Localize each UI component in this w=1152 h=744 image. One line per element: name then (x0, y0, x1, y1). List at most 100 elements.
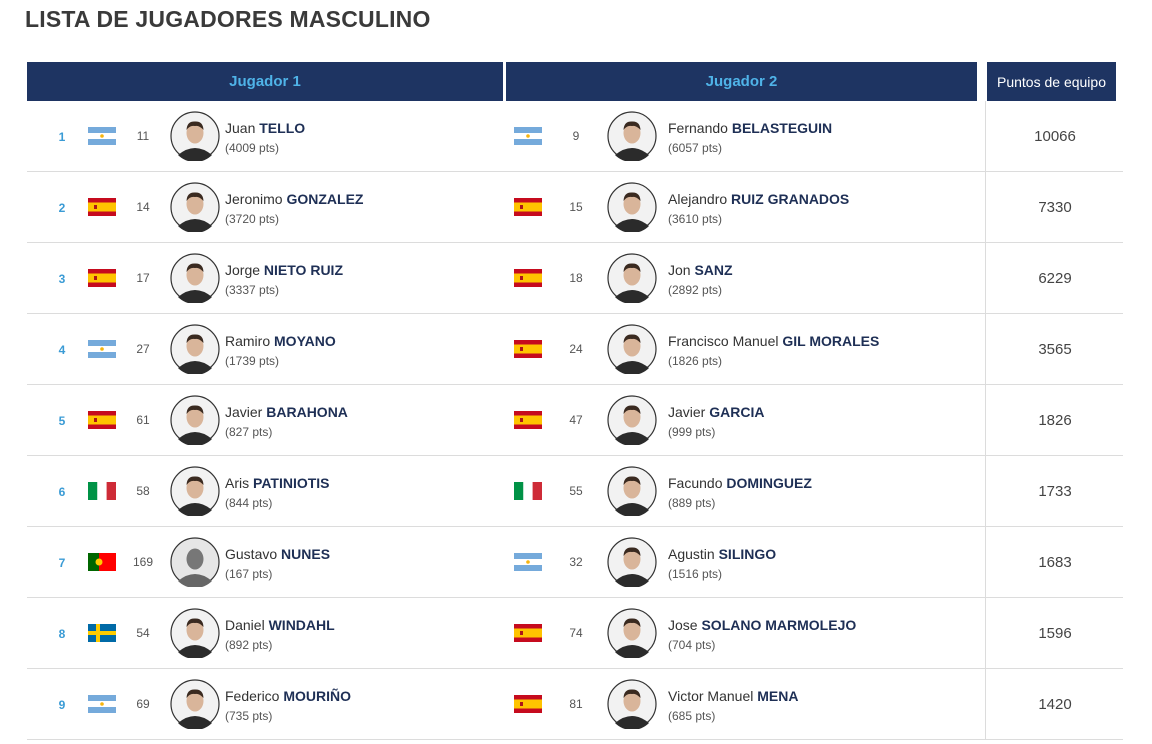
flag-icon (88, 553, 116, 571)
row-number: 7 (58, 556, 66, 570)
avatar (607, 253, 657, 305)
first-name: Victor Manuel (668, 688, 754, 704)
first-name: Ramiro (225, 333, 271, 349)
player-rank: 24 (569, 342, 583, 356)
table-row: 2 14 Jeronimo GONZALEZ (3720 pts) 15 Alejan… (27, 172, 1123, 243)
first-name: Jon (668, 262, 691, 278)
row-number: 8 (58, 627, 66, 641)
avatar-image (607, 253, 657, 305)
flag-icon (514, 127, 542, 145)
player-rank: 47 (569, 413, 583, 427)
player-points: (892 pts) (225, 638, 273, 652)
avatar (170, 395, 220, 447)
avatar-image (170, 253, 220, 305)
flag (514, 127, 542, 145)
team-points: 1420 (1038, 696, 1072, 713)
flag (514, 198, 542, 216)
last-name: MENA (757, 688, 799, 704)
column-header: Jugador 1 (27, 62, 503, 101)
last-name: SILINGO (718, 546, 777, 562)
player-name: Ramiro MOYANO (225, 333, 336, 349)
player-points: (704 pts) (668, 638, 716, 652)
flag (514, 624, 542, 642)
player-points: (827 pts) (225, 425, 273, 439)
first-name: Javier (225, 404, 263, 420)
avatar (170, 466, 220, 518)
table-row: 8 54 Daniel WINDAHL (892 pts) 74 Jose SOLAN… (27, 598, 1123, 669)
flag (88, 127, 116, 145)
player-rank: 15 (569, 200, 583, 214)
table-row: 7 169 Gustavo NUNES (167 pts) 32 Agustin SI… (27, 527, 1123, 598)
player-points: (4009 pts) (225, 141, 280, 155)
team-points: 7330 (1038, 199, 1072, 216)
avatar-image (170, 324, 220, 376)
avatar (607, 182, 657, 234)
avatar-image (607, 466, 657, 518)
avatar (607, 466, 657, 518)
avatar (607, 679, 657, 731)
last-name: GONZALEZ (286, 191, 364, 207)
flag (88, 411, 116, 429)
flag-icon (88, 624, 116, 642)
player-rank: 17 (136, 271, 150, 285)
avatar-image (170, 395, 220, 447)
flag (88, 624, 116, 642)
first-name: Francisco Manuel (668, 333, 779, 349)
table-row: 5 61 Javier BARAHONA (827 pts) 47 Javier GA… (27, 385, 1123, 456)
avatar-image (607, 608, 657, 660)
last-name: SANZ (694, 262, 733, 278)
last-name: GIL MORALES (782, 333, 880, 349)
avatar (170, 608, 220, 660)
row-number: 2 (58, 201, 66, 215)
flag-icon (514, 411, 542, 429)
flag (514, 482, 542, 500)
column-header: Jugador 2 (506, 62, 977, 101)
flag (88, 695, 116, 713)
player-name: Federico MOURIÑO (225, 688, 351, 704)
column-separator (985, 385, 986, 455)
column-header: Puntos de equipo (987, 62, 1116, 101)
player-name: Francisco Manuel GIL MORALES (668, 333, 879, 349)
column-separator (985, 527, 986, 597)
last-name: GARCIA (709, 404, 765, 420)
last-name: MOYANO (274, 333, 336, 349)
flag-icon (88, 340, 116, 358)
player-name: Daniel WINDAHL (225, 617, 335, 633)
player-name: Javier BARAHONA (225, 404, 348, 420)
avatar (170, 182, 220, 234)
last-name: RUIZ GRANADOS (731, 191, 850, 207)
avatar-image (607, 679, 657, 731)
flag (514, 411, 542, 429)
avatar-image (170, 466, 220, 518)
avatar (607, 608, 657, 660)
column-separator (985, 101, 986, 171)
player-rank: 81 (569, 697, 583, 711)
flag-icon (514, 340, 542, 358)
team-points: 1596 (1038, 625, 1072, 642)
flag-icon (514, 198, 542, 216)
player-points: (1826 pts) (668, 354, 723, 368)
flag-icon (514, 624, 542, 642)
column-separator (985, 172, 986, 242)
flag (88, 340, 116, 358)
first-name: Jose (668, 617, 698, 633)
flag (88, 269, 116, 287)
avatar (170, 253, 220, 305)
avatar-image (607, 324, 657, 376)
team-points: 10066 (1034, 128, 1076, 145)
row-number: 4 (58, 343, 66, 357)
flag (514, 695, 542, 713)
last-name: NUNES (281, 546, 331, 562)
avatar-image (170, 679, 220, 731)
player-points: (3337 pts) (225, 283, 280, 297)
column-separator (985, 669, 986, 739)
avatar (170, 537, 220, 589)
last-name: WINDAHL (268, 617, 335, 633)
first-name: Daniel (225, 617, 265, 633)
row-number: 9 (58, 698, 66, 712)
avatar (170, 679, 220, 731)
player-name: Jon SANZ (668, 262, 733, 278)
player-rank: 18 (569, 271, 583, 285)
player-points: (735 pts) (225, 709, 273, 723)
first-name: Gustavo (225, 546, 278, 562)
